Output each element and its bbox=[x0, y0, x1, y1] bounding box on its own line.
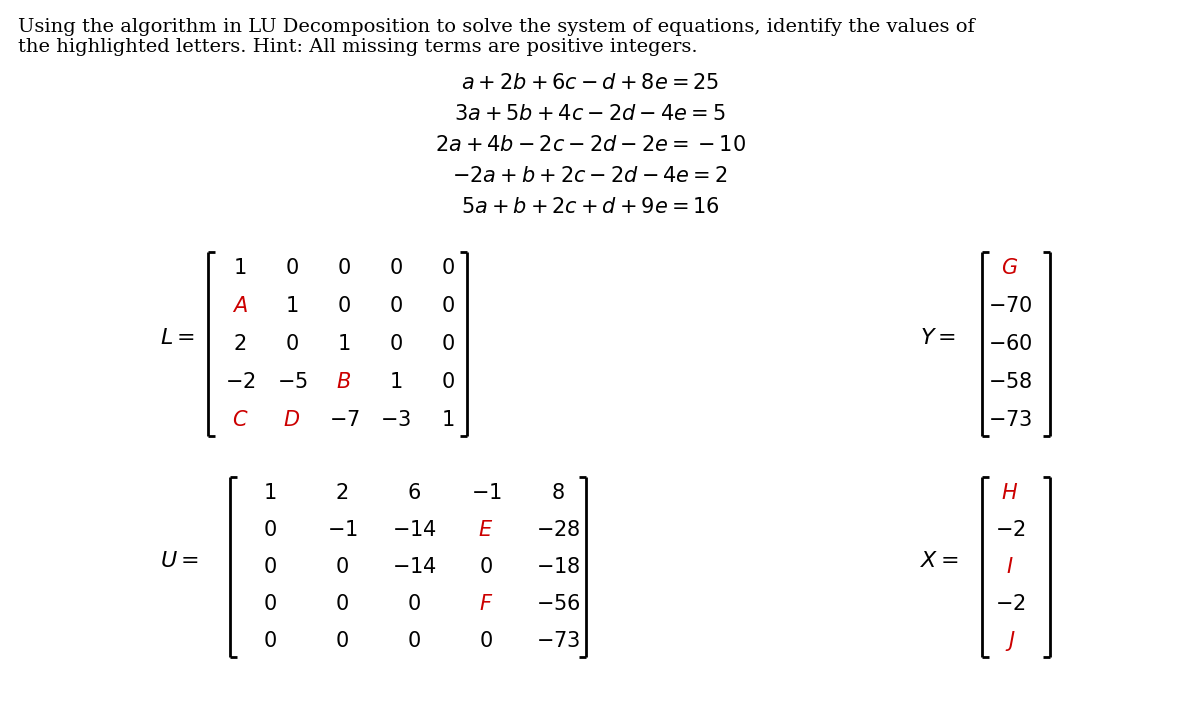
Text: $0$: $0$ bbox=[442, 372, 455, 392]
Text: $I$: $I$ bbox=[1007, 557, 1014, 577]
Text: $0$: $0$ bbox=[442, 258, 455, 278]
Text: $X =$: $X =$ bbox=[920, 550, 959, 572]
Text: $0$: $0$ bbox=[335, 557, 349, 577]
Text: $-73$: $-73$ bbox=[536, 631, 580, 651]
Text: $J$: $J$ bbox=[1004, 629, 1015, 653]
Text: $G$: $G$ bbox=[1002, 258, 1019, 278]
Text: $3a + 5b + 4c - 2d - 4e = 5$: $3a + 5b + 4c - 2d - 4e = 5$ bbox=[455, 104, 726, 124]
Text: $-56$: $-56$ bbox=[535, 594, 581, 614]
Text: $-5$: $-5$ bbox=[276, 372, 307, 392]
Text: $0$: $0$ bbox=[389, 258, 403, 278]
Text: $8$: $8$ bbox=[551, 483, 565, 503]
Text: $U =$: $U =$ bbox=[160, 550, 199, 572]
Text: $-2$: $-2$ bbox=[224, 372, 256, 392]
Text: $2$: $2$ bbox=[336, 483, 348, 503]
Text: $1$: $1$ bbox=[233, 258, 247, 278]
Text: $-73$: $-73$ bbox=[988, 410, 1032, 430]
Text: $Y =$: $Y =$ bbox=[920, 327, 956, 349]
Text: $1$: $1$ bbox=[389, 372, 403, 392]
Text: $0$: $0$ bbox=[286, 258, 299, 278]
Text: $0$: $0$ bbox=[263, 520, 277, 540]
Text: $-7$: $-7$ bbox=[329, 410, 360, 430]
Text: $0$: $0$ bbox=[479, 557, 493, 577]
Text: $0$: $0$ bbox=[263, 631, 277, 651]
Text: $2a + 4b - 2c - 2d - 2e = -10$: $2a + 4b - 2c - 2d - 2e = -10$ bbox=[434, 135, 745, 155]
Text: $E$: $E$ bbox=[479, 520, 493, 540]
Text: $-14$: $-14$ bbox=[391, 520, 437, 540]
Text: $-1$: $-1$ bbox=[326, 520, 358, 540]
Text: $1$: $1$ bbox=[286, 296, 299, 316]
Text: $L =$: $L =$ bbox=[160, 327, 194, 349]
Text: $1$: $1$ bbox=[263, 483, 277, 503]
Text: $0$: $0$ bbox=[337, 296, 350, 316]
Text: $-60$: $-60$ bbox=[988, 334, 1032, 354]
Text: $0$: $0$ bbox=[263, 594, 277, 614]
Text: $1$: $1$ bbox=[442, 410, 455, 430]
Text: $0$: $0$ bbox=[407, 594, 421, 614]
Text: $-70$: $-70$ bbox=[988, 296, 1032, 316]
Text: $-18$: $-18$ bbox=[535, 557, 581, 577]
Text: $0$: $0$ bbox=[337, 258, 350, 278]
Text: $0$: $0$ bbox=[335, 594, 349, 614]
Text: $F$: $F$ bbox=[479, 594, 493, 614]
Text: $-58$: $-58$ bbox=[988, 372, 1032, 392]
Text: $H$: $H$ bbox=[1002, 483, 1019, 503]
Text: $0$: $0$ bbox=[479, 631, 493, 651]
Text: $0$: $0$ bbox=[335, 631, 349, 651]
Text: $B$: $B$ bbox=[336, 372, 352, 392]
Text: $-3$: $-3$ bbox=[380, 410, 412, 430]
Text: $0$: $0$ bbox=[286, 334, 299, 354]
Text: $0$: $0$ bbox=[442, 334, 455, 354]
Text: $-28$: $-28$ bbox=[535, 520, 581, 540]
Text: $-14$: $-14$ bbox=[391, 557, 437, 577]
Text: $6$: $6$ bbox=[407, 483, 421, 503]
Text: $0$: $0$ bbox=[407, 631, 421, 651]
Text: $A$: $A$ bbox=[232, 296, 248, 316]
Text: the highlighted letters. Hint: All missing terms are positive integers.: the highlighted letters. Hint: All missi… bbox=[18, 38, 697, 56]
Text: $-2$: $-2$ bbox=[995, 520, 1025, 540]
Text: $C$: $C$ bbox=[232, 410, 248, 430]
Text: $-2a + b + 2c - 2d - 4e = 2$: $-2a + b + 2c - 2d - 4e = 2$ bbox=[452, 166, 727, 186]
Text: $1$: $1$ bbox=[337, 334, 350, 354]
Text: $5a + b + 2c + d + 9e = 16$: $5a + b + 2c + d + 9e = 16$ bbox=[461, 197, 720, 217]
Text: $0$: $0$ bbox=[263, 557, 277, 577]
Text: $2$: $2$ bbox=[234, 334, 246, 354]
Text: $0$: $0$ bbox=[389, 334, 403, 354]
Text: $0$: $0$ bbox=[389, 296, 403, 316]
Text: $-2$: $-2$ bbox=[995, 594, 1025, 614]
Text: $a + 2b + 6c - d + 8e = 25$: $a + 2b + 6c - d + 8e = 25$ bbox=[461, 73, 719, 93]
Text: $0$: $0$ bbox=[442, 296, 455, 316]
Text: $D$: $D$ bbox=[283, 410, 300, 430]
Text: Using the algorithm in LU Decomposition to solve the system of equations, identi: Using the algorithm in LU Decomposition … bbox=[18, 18, 974, 36]
Text: $-1$: $-1$ bbox=[470, 483, 502, 503]
